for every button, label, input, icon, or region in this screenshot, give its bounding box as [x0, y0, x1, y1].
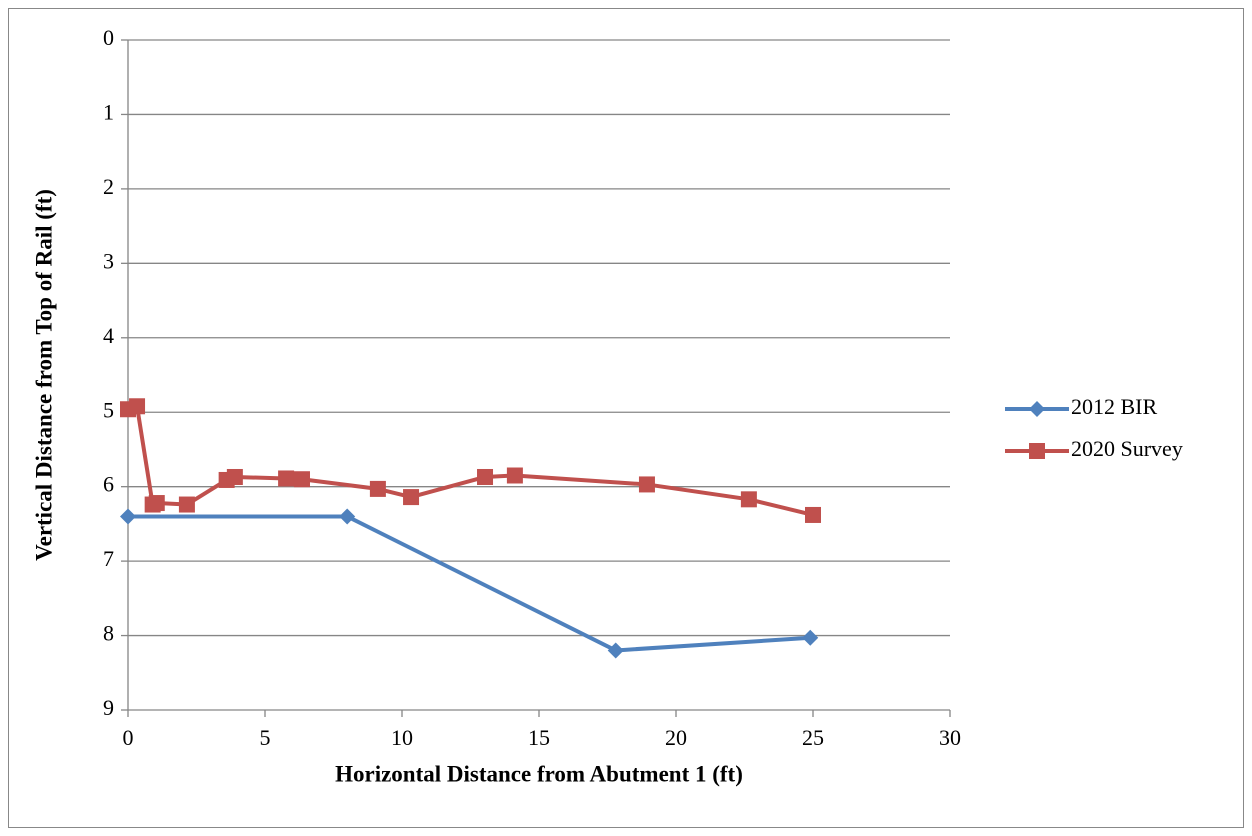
y-tick-label: 0	[103, 25, 114, 50]
marker	[802, 629, 819, 646]
x-tick-label: 15	[528, 725, 550, 750]
marker	[607, 642, 624, 659]
y-axis-title: Vertical Distance from Top of Rail (ft)	[31, 189, 56, 561]
marker	[638, 476, 655, 493]
marker	[178, 496, 195, 513]
y-tick-label: 2	[103, 174, 114, 199]
x-tick-label: 25	[802, 725, 824, 750]
marker	[805, 506, 821, 523]
y-tick-label: 3	[103, 248, 114, 273]
marker	[403, 489, 420, 506]
y-tick-label: 9	[103, 695, 114, 720]
marker	[369, 480, 386, 497]
marker	[226, 468, 243, 485]
y-tick-label: 5	[103, 397, 114, 422]
y-tick-label: 8	[103, 621, 114, 646]
series-line	[128, 514, 811, 653]
marker	[129, 398, 146, 415]
legend-label: 2012 BIR	[1071, 394, 1158, 419]
y-tick-label: 7	[103, 546, 114, 571]
marker	[1029, 401, 1045, 417]
y-tick-label: 4	[103, 323, 114, 348]
marker	[339, 508, 356, 525]
x-tick-label: 0	[123, 725, 134, 750]
chart-border	[8, 8, 1244, 828]
x-tick-label: 20	[665, 725, 687, 750]
marker	[740, 491, 757, 508]
marker	[278, 470, 295, 487]
x-tick-label: 5	[260, 725, 271, 750]
y-tick-label: 1	[103, 99, 114, 124]
x-axis-title: Horizontal Distance from Abutment 1 (ft)	[335, 761, 743, 786]
marker	[506, 467, 523, 484]
marker	[148, 495, 165, 512]
x-tick-label: 30	[939, 725, 961, 750]
marker	[1029, 443, 1045, 459]
legend-label: 2020 Survey	[1071, 436, 1183, 461]
y-tick-label: 6	[103, 472, 114, 497]
marker	[120, 508, 136, 525]
marker	[477, 468, 494, 485]
x-tick-label: 10	[391, 725, 413, 750]
marker	[293, 471, 310, 488]
